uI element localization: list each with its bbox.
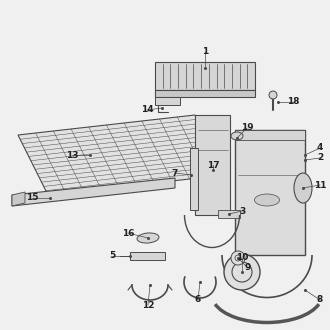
Text: 3: 3 bbox=[239, 207, 245, 215]
Polygon shape bbox=[12, 192, 25, 206]
Text: 7: 7 bbox=[172, 169, 178, 178]
Text: 17: 17 bbox=[207, 160, 219, 170]
Text: 2: 2 bbox=[317, 153, 323, 162]
Text: 6: 6 bbox=[195, 295, 201, 305]
Text: 16: 16 bbox=[122, 228, 134, 238]
Circle shape bbox=[231, 251, 245, 265]
Text: 11: 11 bbox=[314, 181, 326, 189]
Polygon shape bbox=[12, 178, 175, 206]
Polygon shape bbox=[155, 97, 180, 105]
Ellipse shape bbox=[254, 194, 280, 206]
Text: 19: 19 bbox=[241, 123, 253, 133]
Polygon shape bbox=[190, 148, 198, 210]
Text: 13: 13 bbox=[66, 150, 78, 159]
Polygon shape bbox=[235, 130, 305, 255]
Text: 14: 14 bbox=[141, 106, 153, 115]
Text: 8: 8 bbox=[317, 295, 323, 305]
Polygon shape bbox=[130, 252, 165, 260]
Text: 5: 5 bbox=[109, 251, 115, 260]
Polygon shape bbox=[155, 62, 255, 90]
Polygon shape bbox=[218, 210, 240, 218]
Circle shape bbox=[269, 91, 277, 99]
Text: 15: 15 bbox=[26, 193, 38, 203]
Text: 10: 10 bbox=[236, 253, 248, 262]
Text: 12: 12 bbox=[142, 301, 154, 310]
Polygon shape bbox=[155, 90, 255, 97]
Ellipse shape bbox=[231, 132, 243, 140]
Text: 1: 1 bbox=[202, 48, 208, 56]
Polygon shape bbox=[235, 130, 305, 140]
Polygon shape bbox=[195, 115, 230, 215]
Text: 18: 18 bbox=[287, 97, 299, 107]
Circle shape bbox=[224, 254, 260, 290]
Polygon shape bbox=[18, 115, 225, 195]
Text: 9: 9 bbox=[245, 263, 251, 273]
Ellipse shape bbox=[137, 233, 159, 243]
Ellipse shape bbox=[294, 173, 312, 203]
Text: 4: 4 bbox=[317, 144, 323, 152]
